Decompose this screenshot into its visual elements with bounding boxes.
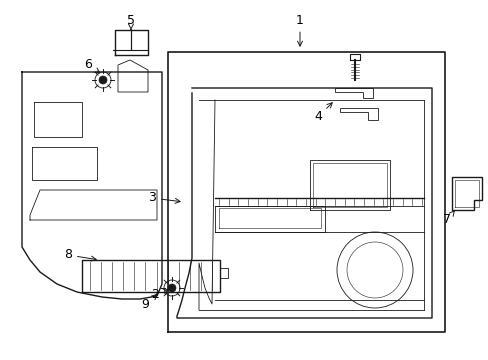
- Text: 3: 3: [148, 192, 180, 204]
- Text: 6: 6: [84, 58, 100, 73]
- Text: 5: 5: [127, 13, 135, 30]
- Text: 4: 4: [313, 103, 331, 123]
- Text: 9: 9: [141, 294, 157, 311]
- Text: 1: 1: [295, 13, 304, 46]
- Text: 7: 7: [442, 211, 453, 226]
- Text: 8: 8: [64, 248, 96, 261]
- Text: 2: 2: [151, 288, 168, 301]
- Circle shape: [168, 284, 176, 292]
- Circle shape: [99, 76, 107, 84]
